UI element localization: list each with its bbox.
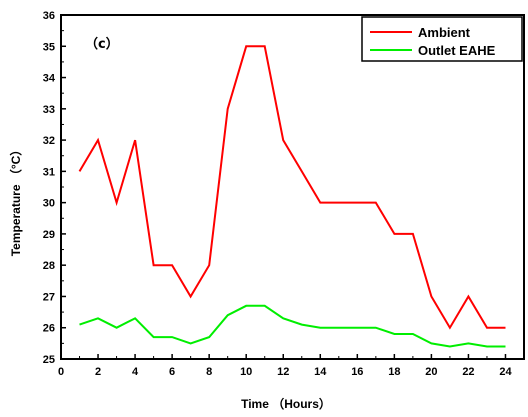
y-tick-label: 36 bbox=[43, 10, 55, 22]
y-tick-label: 33 bbox=[43, 104, 55, 116]
y-tick-label: 35 bbox=[43, 41, 55, 53]
y-tick-label: 25 bbox=[43, 354, 55, 366]
x-tick-label: 6 bbox=[169, 366, 175, 378]
y-tick-label: 29 bbox=[43, 229, 55, 241]
plot-area bbox=[78, 45, 506, 348]
legend-box bbox=[361, 16, 523, 62]
x-tick-label: 24 bbox=[499, 366, 512, 378]
x-tick-label: 18 bbox=[388, 366, 400, 378]
x-tick-label: 0 bbox=[58, 366, 64, 378]
y-tick-label: 27 bbox=[43, 291, 55, 303]
y-tick-label: 32 bbox=[43, 135, 55, 147]
legend-label: Outlet EAHE bbox=[418, 43, 496, 58]
panel-label: （c） bbox=[85, 36, 119, 52]
ticks: 0 2 4 6 8 10 12 14 16 18 20 22 242526272829303132333… bbox=[43, 10, 513, 378]
x-tick-label: 12 bbox=[277, 366, 289, 378]
y-tick-label: 31 bbox=[43, 166, 55, 178]
x-tick-label: 8 bbox=[206, 366, 212, 378]
y-tick-label: 34 bbox=[43, 73, 56, 85]
x-tick-label: 2 bbox=[95, 366, 101, 378]
axes bbox=[60, 14, 525, 360]
y-tick-label: 28 bbox=[43, 260, 55, 272]
legend: Ambient Outlet EAHE bbox=[361, 16, 523, 62]
x-tick-label: 22 bbox=[462, 366, 474, 378]
plot-frame bbox=[60, 14, 525, 360]
x-tick-label: 10 bbox=[240, 366, 252, 378]
x-tick-label: 20 bbox=[425, 366, 437, 378]
legend-label: Ambient bbox=[418, 25, 471, 40]
x-tick-label: 14 bbox=[314, 366, 327, 378]
x-tick-label: 4 bbox=[132, 366, 139, 378]
x-axis-title: Time （Hours） bbox=[241, 396, 331, 411]
y-tick-label: 30 bbox=[43, 198, 55, 210]
x-tick-label: 16 bbox=[351, 366, 363, 378]
y-axis-title: Temperature （°C） bbox=[8, 144, 23, 257]
series-line-outlet-eahe bbox=[79, 304, 506, 348]
series-line-ambient bbox=[78, 45, 506, 330]
y-tick-label: 26 bbox=[43, 323, 55, 335]
